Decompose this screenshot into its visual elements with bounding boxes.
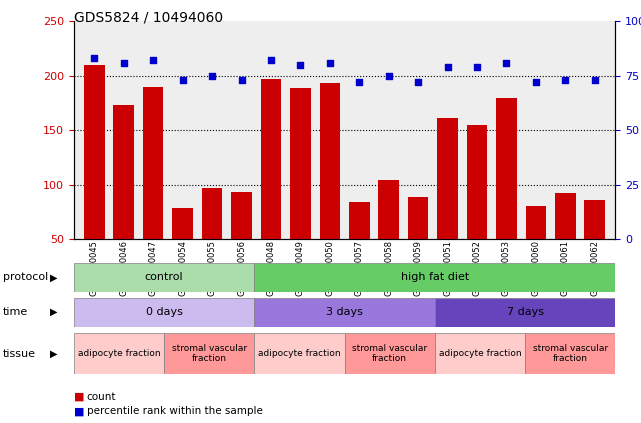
Bar	[84, 65, 104, 294]
Point	[325, 59, 335, 66]
Text: 0 days: 0 days	[146, 307, 183, 317]
Bar	[345, 333, 435, 374]
Point	[89, 55, 99, 62]
Point	[266, 57, 276, 64]
Point	[207, 72, 217, 79]
Point	[119, 59, 129, 66]
Text: time: time	[3, 307, 28, 317]
Text: ■: ■	[74, 406, 84, 416]
Bar	[202, 188, 222, 294]
Point	[354, 79, 364, 85]
Text: control: control	[145, 272, 183, 283]
Bar	[526, 206, 546, 294]
Bar	[74, 263, 254, 292]
Point	[501, 59, 512, 66]
Bar	[143, 87, 163, 294]
Text: GDS5824 / 10494060: GDS5824 / 10494060	[74, 11, 223, 25]
Bar	[408, 197, 428, 294]
Point	[296, 61, 306, 68]
Point	[383, 72, 394, 79]
Bar	[585, 200, 605, 294]
Bar	[261, 79, 281, 294]
Text: stromal vascular
fraction: stromal vascular fraction	[352, 344, 428, 363]
Bar	[525, 333, 615, 374]
Bar	[467, 125, 487, 294]
Bar	[496, 99, 517, 294]
Bar	[435, 333, 525, 374]
Text: 3 days: 3 days	[326, 307, 363, 317]
Bar	[437, 118, 458, 294]
Point	[560, 77, 570, 83]
Text: stromal vascular
fraction: stromal vascular fraction	[533, 344, 608, 363]
Bar	[435, 298, 615, 327]
Text: protocol: protocol	[3, 272, 49, 283]
Text: ▶: ▶	[50, 272, 58, 283]
Point	[148, 57, 158, 64]
Bar	[113, 105, 134, 294]
Point	[531, 79, 541, 85]
Point	[237, 77, 247, 83]
Text: 7 days: 7 days	[506, 307, 544, 317]
Bar	[254, 333, 345, 374]
Text: ▶: ▶	[50, 349, 58, 359]
Point	[413, 79, 423, 85]
Bar	[254, 263, 615, 292]
Text: ▶: ▶	[50, 307, 58, 317]
Text: tissue: tissue	[3, 349, 36, 359]
Text: percentile rank within the sample: percentile rank within the sample	[87, 406, 262, 416]
Text: adipocyte fraction: adipocyte fraction	[438, 349, 521, 358]
Text: adipocyte fraction: adipocyte fraction	[78, 349, 160, 358]
Bar	[164, 333, 254, 374]
Bar	[319, 83, 340, 294]
Text: adipocyte fraction: adipocyte fraction	[258, 349, 341, 358]
Bar	[290, 88, 311, 294]
Text: ■: ■	[74, 392, 84, 402]
Point	[178, 77, 188, 83]
Point	[472, 63, 482, 70]
Bar	[74, 298, 254, 327]
Text: stromal vascular
fraction: stromal vascular fraction	[172, 344, 247, 363]
Bar	[349, 202, 370, 294]
Text: count: count	[87, 392, 116, 402]
Bar	[555, 193, 576, 294]
Bar	[378, 180, 399, 294]
Point	[442, 63, 453, 70]
Bar	[254, 298, 435, 327]
Bar	[74, 333, 164, 374]
Point	[590, 77, 600, 83]
Text: high fat diet: high fat diet	[401, 272, 469, 283]
Bar	[231, 192, 252, 294]
Bar	[172, 209, 193, 294]
